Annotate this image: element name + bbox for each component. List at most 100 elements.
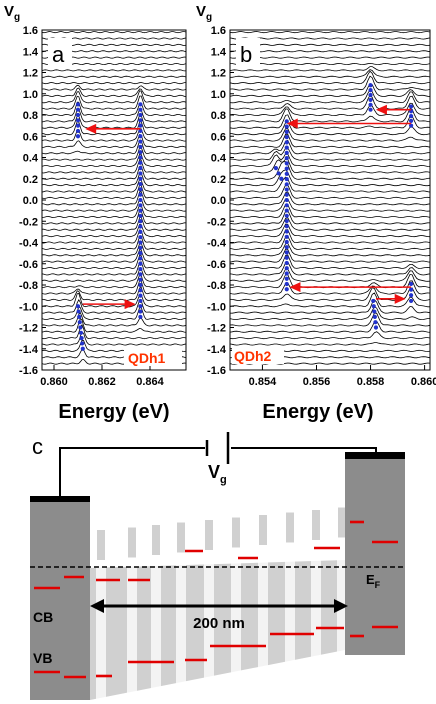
peak-marker [408,123,414,128]
peak-marker [284,234,289,239]
peak-marker [284,239,289,245]
spectrum-trace [42,146,187,161]
panel-b-peak-markers [273,83,414,330]
peak-marker [138,107,143,112]
peak-marker [284,287,289,292]
y-tick-label: 1.6 [23,25,38,37]
spectrum-trace [41,249,187,263]
peak-marker [138,293,143,298]
peak-marker [75,134,81,139]
peak-marker [408,118,414,123]
y-tick-label: 0.6 [211,131,226,143]
peak-marker [138,282,143,288]
spectrum-trace [229,70,430,85]
distance-arrow-left-head [90,599,104,613]
peak-marker [138,187,143,192]
peak-marker [138,203,143,208]
peak-marker [78,330,84,335]
spectrum-trace [41,84,187,91]
peak-marker [408,104,414,109]
peak-marker [75,107,81,112]
spectrum-trace [41,121,187,136]
peak-marker [138,128,143,134]
peak-marker [79,336,84,341]
spectrum-trace [41,191,187,206]
barrier-bar-top [152,525,160,555]
transition-arrow-head [286,118,298,129]
panel-a-arrows [82,123,141,310]
spectrum-trace [41,311,187,327]
peak-marker [284,255,289,260]
spectrum-trace [229,139,430,155]
spectrum-trace [230,69,431,78]
spectrum-trace [229,306,431,321]
y-tick-label: 0.2 [23,174,38,186]
peak-marker [284,203,289,208]
barrier-bar-top [338,507,346,538]
peak-marker [138,309,143,314]
spectrum-trace [41,254,187,270]
peak-marker [284,224,289,229]
peak-marker [368,88,373,93]
peak-marker [284,260,289,266]
panel-b-ylabel: Vg [196,3,212,23]
y-tick-label: 0.4 [211,153,227,165]
peak-marker [138,160,143,165]
spectrum-trace [229,128,431,142]
spectrum-trace [229,114,431,129]
spectrum-trace [42,133,187,148]
spectrum-trace [229,108,431,123]
panel-c-label: c [32,434,43,459]
y-tick-label: -1.0 [207,301,226,313]
peak-marker [368,92,373,98]
spectrum-trace [229,121,431,136]
peak-marker [284,171,289,176]
energy-levels [34,520,398,679]
barrier-bar-top [259,515,267,545]
transition-arrow-head [124,299,136,310]
spectrum-trace [229,223,431,238]
panel-c-band-diagram: c Vg EF 200 nm CB VB [30,432,405,700]
peak-marker [284,119,289,124]
qdh2-tag: QDh2 [234,348,272,364]
spectrum-trace [41,184,187,199]
panel-b-label: b [240,42,252,67]
spectrum-trace [42,75,187,78]
spectrum-trace [41,223,187,238]
peak-marker [138,192,143,197]
spectrum-trace [41,261,187,276]
spectrum-trace [229,66,430,72]
cb-label: CB [33,609,53,625]
peak-marker [138,229,143,234]
peak-marker [138,245,143,250]
peak-marker [284,229,289,234]
spectrum-trace [41,210,187,225]
peak-marker [408,281,414,287]
peak-marker [138,112,143,118]
peak-marker [284,187,289,192]
barrier-bar [176,522,186,700]
right-electrode [345,452,405,459]
gate-wire-left [59,447,205,498]
spectrum-trace [229,62,431,66]
y-tick-label: -0.8 [207,280,226,292]
panel-b-xlabel: Energy (eV) [262,401,373,423]
panel-b-traces [229,31,431,365]
spectrum-trace [229,37,431,40]
panel-a-plot: 1.6 1.4 1.2 1.0 0.8 0.6 0.4 0.2 0.0 -0.2 -0.4 -0.6 -… [4,3,187,423]
panel-b-x-ticks: 0.854 0.856 0.858 0.860 [249,365,436,388]
peak-marker [284,129,289,134]
x-tick-label: 0.854 [249,376,277,388]
spectrum-trace [229,261,431,276]
peak-marker [284,281,289,287]
peak-marker [138,171,143,176]
barrier-bar-top [128,527,136,558]
peak-marker [368,97,373,103]
spectrum-trace [230,217,431,231]
peak-marker [138,176,143,181]
spectrum-trace [229,161,431,180]
peak-marker [138,235,143,240]
spectrum-trace [229,320,431,333]
peak-marker [284,245,289,250]
